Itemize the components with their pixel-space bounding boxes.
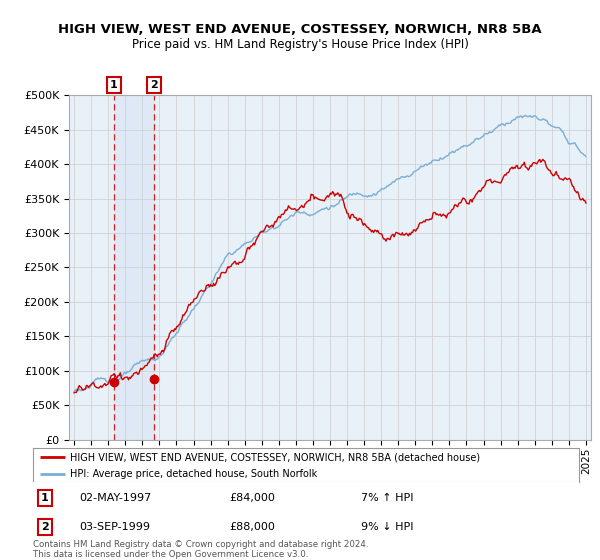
Text: 7% ↑ HPI: 7% ↑ HPI <box>361 493 413 503</box>
Text: £88,000: £88,000 <box>230 522 275 532</box>
Text: 2: 2 <box>150 80 158 90</box>
Text: 1: 1 <box>110 80 118 90</box>
Text: Contains HM Land Registry data © Crown copyright and database right 2024.
This d: Contains HM Land Registry data © Crown c… <box>33 540 368 559</box>
Text: HPI: Average price, detached house, South Norfolk: HPI: Average price, detached house, Sout… <box>70 469 317 479</box>
Text: Price paid vs. HM Land Registry's House Price Index (HPI): Price paid vs. HM Land Registry's House … <box>131 38 469 52</box>
Text: 1: 1 <box>41 493 49 503</box>
Text: 2: 2 <box>41 522 49 532</box>
Text: 02-MAY-1997: 02-MAY-1997 <box>79 493 152 503</box>
Text: 03-SEP-1999: 03-SEP-1999 <box>79 522 151 532</box>
Bar <box>114 95 154 440</box>
Text: HIGH VIEW, WEST END AVENUE, COSTESSEY, NORWICH, NR8 5BA (detached house): HIGH VIEW, WEST END AVENUE, COSTESSEY, N… <box>70 452 480 462</box>
Text: 9% ↓ HPI: 9% ↓ HPI <box>361 522 413 532</box>
Text: HIGH VIEW, WEST END AVENUE, COSTESSEY, NORWICH, NR8 5BA: HIGH VIEW, WEST END AVENUE, COSTESSEY, N… <box>58 22 542 36</box>
Text: £84,000: £84,000 <box>230 493 275 503</box>
